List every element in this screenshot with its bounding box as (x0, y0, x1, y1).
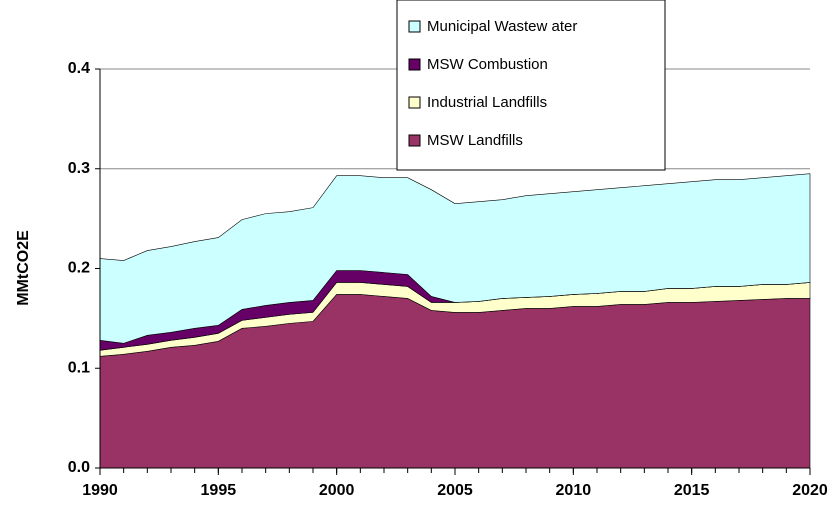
legend-swatch (408, 58, 421, 71)
x-tick-label: 1995 (201, 482, 237, 499)
x-tick-label: 2015 (674, 482, 710, 499)
legend-swatch (408, 96, 421, 109)
legend-box (396, 0, 666, 171)
x-tick-label: 1990 (82, 482, 118, 499)
y-tick-label: 0.4 (68, 60, 90, 77)
area (99, 173, 811, 344)
legend-swatch (408, 20, 421, 33)
x-tick-label: 2010 (556, 482, 592, 499)
legend-swatch (408, 134, 421, 147)
x-tick-label: 2020 (792, 482, 828, 499)
legend-label: MSW Landfills (427, 132, 523, 149)
legend-label: MSW Combustion (427, 56, 548, 73)
legend-label: Industrial Landfills (427, 94, 547, 111)
y-axis-label: MMtCO2E (15, 230, 32, 306)
x-tick-label: 2005 (437, 482, 473, 499)
legend: MSW Landfills Industrial Landfills MSW Com… (396, 0, 666, 171)
x-tick-label: 2000 (319, 482, 355, 499)
y-tick-label: 0.3 (68, 160, 90, 177)
y-tick-label: 0.0 (68, 459, 90, 476)
y-tick-label: 0.1 (68, 359, 90, 376)
legend-label: Municipal Wastew ater (427, 18, 577, 35)
y-tick-label: 0.2 (68, 260, 90, 277)
